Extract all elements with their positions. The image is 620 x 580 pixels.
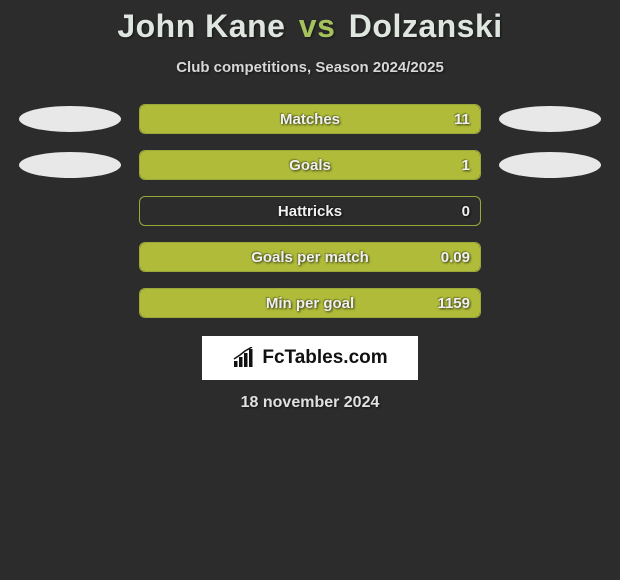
stat-row: Goals per match0.09	[0, 242, 620, 272]
stat-bar: Min per goal1159	[139, 288, 481, 318]
stat-bar: Goals per match0.09	[139, 242, 481, 272]
stat-bars: Matches11 Goals1 Hattricks0 Goals per match…	[0, 104, 620, 318]
stat-value: 0	[462, 197, 470, 225]
stat-row: Matches11	[0, 104, 620, 134]
subtitle: Club competitions, Season 2024/2025	[0, 59, 620, 76]
page-title: John Kane vs Dolzanski	[0, 8, 620, 45]
left-ellipse	[19, 152, 121, 178]
stat-row: Min per goal1159	[0, 288, 620, 318]
date-text: 18 november 2024	[0, 394, 620, 412]
right-ellipse	[499, 106, 601, 132]
logo-text: FcTables.com	[262, 347, 387, 369]
stat-bar: Hattricks0	[139, 196, 481, 226]
right-ellipse	[499, 152, 601, 178]
logo-box: FcTables.com	[202, 336, 418, 380]
stat-row: Hattricks0	[0, 196, 620, 226]
stat-row: Goals1	[0, 150, 620, 180]
left-ellipse	[19, 106, 121, 132]
chart-icon	[232, 347, 258, 369]
player2-name: Dolzanski	[349, 8, 503, 44]
title-vs: vs	[299, 8, 336, 44]
stat-bar-fill	[140, 289, 480, 317]
stat-bar-fill	[140, 151, 480, 179]
stat-label: Hattricks	[140, 197, 480, 225]
comparison-infographic: John Kane vs Dolzanski Club competitions…	[0, 0, 620, 412]
stat-bar-fill	[140, 105, 480, 133]
stat-bar: Matches11	[139, 104, 481, 134]
stat-bar: Goals1	[139, 150, 481, 180]
stat-bar-fill	[140, 243, 480, 271]
player1-name: John Kane	[117, 8, 285, 44]
